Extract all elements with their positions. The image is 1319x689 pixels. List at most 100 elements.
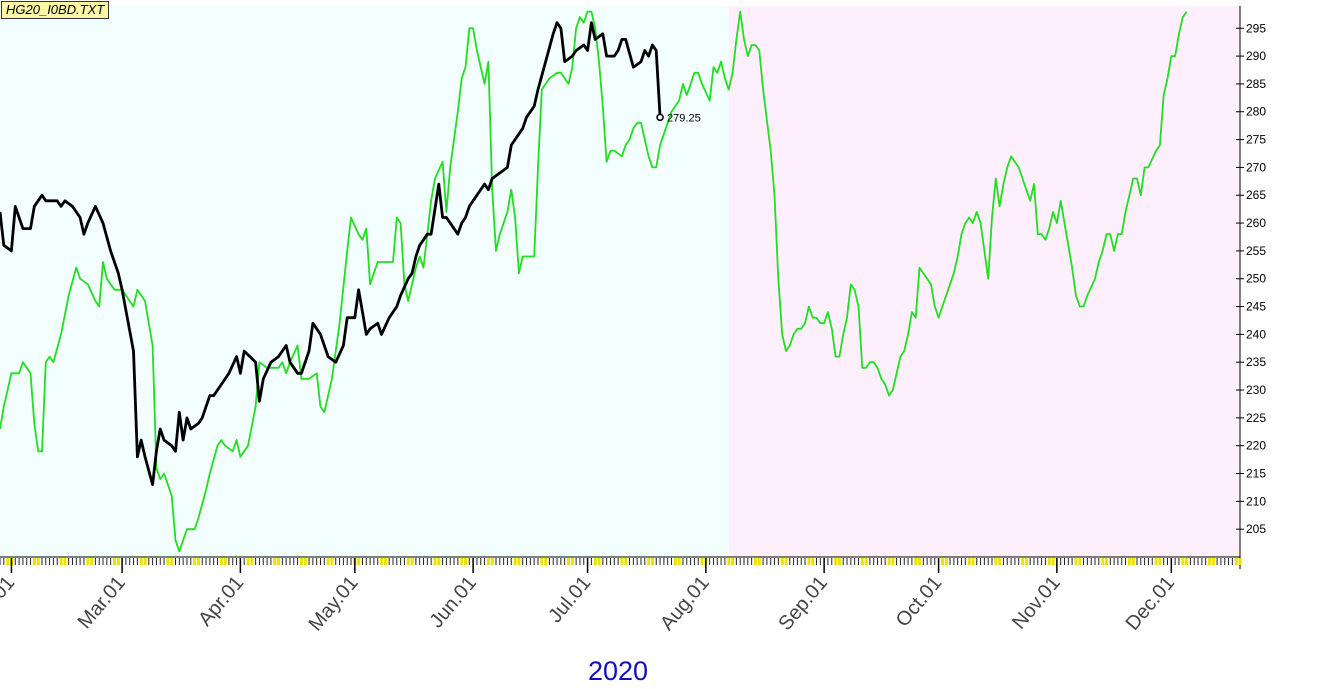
weekend-tick <box>807 558 811 565</box>
last-value-label: 279.25 <box>667 112 701 124</box>
y-tick-label: 225 <box>1246 411 1266 425</box>
series-line-green <box>0 10 1188 553</box>
weekend-tick <box>486 558 490 565</box>
weekend-tick <box>647 558 651 565</box>
weekend-tick <box>59 558 63 565</box>
x-tick-label: May.01 <box>305 572 363 635</box>
weekend-tick <box>593 558 597 565</box>
y-tick-label: 235 <box>1246 355 1266 369</box>
weekend-tick <box>460 558 464 565</box>
y-tick-label: 275 <box>1246 133 1266 147</box>
weekend-tick <box>757 558 761 565</box>
shaded-regions <box>0 6 1240 557</box>
weekend-tick <box>250 558 254 565</box>
weekend-tick <box>1101 558 1105 565</box>
weekend-tick <box>383 558 387 565</box>
weekend-tick <box>1238 558 1242 565</box>
y-tick-label: 260 <box>1246 216 1266 230</box>
weekend-tick <box>811 558 815 565</box>
x-tick-label: Jun.01 <box>425 572 480 632</box>
x-tick-label: Aug.01 <box>656 572 714 635</box>
weekend-tick <box>914 558 918 565</box>
weekend-tick <box>1074 558 1078 565</box>
weekend-tick <box>380 558 384 565</box>
y-tick-label: 255 <box>1246 244 1266 258</box>
y-tick-label: 220 <box>1246 439 1266 453</box>
weekend-tick <box>357 558 361 565</box>
weekend-tick <box>326 558 330 565</box>
weekend-tick <box>994 558 998 565</box>
weekend-tick <box>32 558 36 565</box>
weekend-tick <box>406 558 410 565</box>
y-tick-label: 230 <box>1246 383 1266 397</box>
weekend-tick <box>437 558 441 565</box>
y-tick-label: 205 <box>1246 522 1266 536</box>
y-tick-label: 265 <box>1246 188 1266 202</box>
weekend-tick <box>967 558 971 565</box>
weekend-tick <box>1211 558 1215 565</box>
axes <box>0 6 1244 573</box>
weekend-tick <box>891 558 895 565</box>
weekend-tick <box>570 558 574 565</box>
x-tick-label: Sep.01 <box>774 572 832 635</box>
weekend-tick <box>998 558 1002 565</box>
weekend-tick <box>941 558 944 565</box>
weekend-tick <box>887 558 891 565</box>
weekend-tick <box>864 558 868 565</box>
weekend-tick <box>193 558 197 565</box>
y-tick-label: 215 <box>1246 467 1266 481</box>
weekend-tick <box>116 558 120 565</box>
weekend-tick <box>86 558 90 565</box>
weekend-tick <box>1181 558 1185 565</box>
weekend-tick <box>113 558 117 565</box>
y-tick-label: 270 <box>1246 160 1266 174</box>
weekend-tick <box>197 558 200 565</box>
weekend-tick <box>700 558 704 565</box>
weekend-tick <box>63 558 67 565</box>
weekend-tick <box>139 558 143 565</box>
weekend-tick <box>1234 558 1238 565</box>
weekend-tick <box>1051 558 1055 565</box>
y-tick-label: 285 <box>1246 77 1266 91</box>
weekend-tick <box>677 558 681 565</box>
weekend-tick <box>170 558 174 565</box>
weekend-tick <box>6 558 10 565</box>
weekend-tick <box>1105 558 1109 565</box>
weekend-tick <box>780 558 784 565</box>
weekend-tick <box>651 558 655 565</box>
weekend-tick <box>837 558 841 565</box>
weekend-tick <box>490 558 494 565</box>
y-tick-label: 245 <box>1246 300 1266 314</box>
weekend-tick <box>918 558 922 565</box>
weekend-tick <box>433 558 437 565</box>
weekend-tick <box>36 558 40 565</box>
weekend-tick <box>166 558 170 565</box>
weekend-tick <box>1158 558 1162 565</box>
weekend-tick <box>330 558 334 565</box>
y-tick-label: 295 <box>1246 21 1266 35</box>
weekend-tick <box>624 558 628 565</box>
weekend-tick <box>410 558 414 565</box>
weekend-tick <box>727 558 731 565</box>
weekend-tick <box>567 558 571 565</box>
weekend-tick <box>513 558 517 565</box>
weekend-tick <box>597 558 601 565</box>
y-tick-label: 210 <box>1246 494 1266 508</box>
weekend-tick <box>246 558 250 565</box>
series-line-black <box>0 21 662 487</box>
series-lines <box>0 10 1188 553</box>
weekend-tick <box>464 558 468 565</box>
weekend-tick <box>860 558 864 565</box>
y-tick-label: 250 <box>1246 272 1266 286</box>
weekend-tick <box>517 558 521 565</box>
weekend-tick <box>1127 558 1131 565</box>
chart-title: HG20_I0BD.TXT <box>1 1 110 19</box>
x-tick-label: Feb.01 <box>0 572 19 634</box>
weekend-tick <box>1078 558 1082 565</box>
x-tick-label: Nov.01 <box>1008 572 1065 634</box>
x-tick-label: Dec.01 <box>1122 572 1180 635</box>
weekend-tick <box>1021 558 1025 565</box>
weekend-tick <box>544 558 548 565</box>
y-tick-label: 280 <box>1246 105 1266 119</box>
